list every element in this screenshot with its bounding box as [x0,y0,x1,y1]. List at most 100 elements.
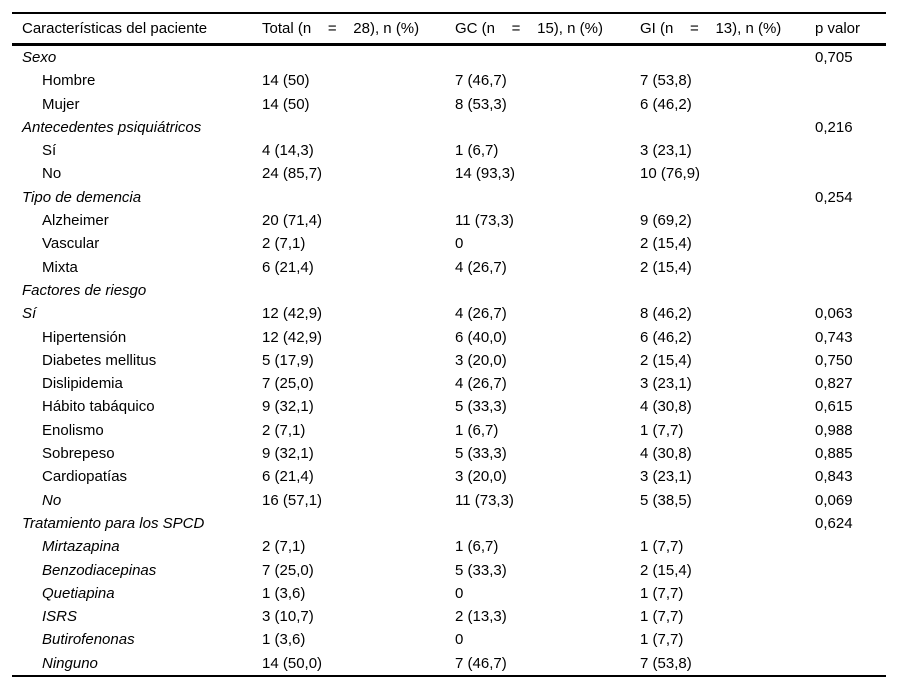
table-row: ISRS 3 (10,7) 2 (13,3) 1 (7,7) [12,605,886,628]
gc-value: 11 (73,3) [455,491,514,509]
row-label: Mirtazapina [42,538,120,556]
row-label: Mixta [42,258,78,276]
row-label: Factores de riesgo [22,281,147,299]
row-label: Diabetes mellitus [42,351,157,369]
total-value: 6 (21,4) [262,468,314,486]
row-label: Hombre [42,72,96,90]
gi-value: 7 (53,8) [640,654,692,672]
p-value: 0,216 [815,118,853,136]
row-label: ISRS [42,608,78,626]
gc-value: 6 (40,0) [455,328,507,346]
total-value: 4 (14,3) [262,142,314,160]
p-value: 0,743 [815,328,853,346]
gc-value: 7 (46,7) [455,654,507,672]
row-label: Butirofenonas [42,631,135,649]
table-row: Vascular 2 (7,1) 0 2 (15,4) [12,232,886,255]
gc-value: 5 (33,3) [455,445,507,463]
p-value: 0,069 [815,491,853,509]
row-label: Benzodiacepinas [42,561,157,579]
table-row: Mirtazapina 2 (7,1) 1 (6,7) 1 (7,7) [12,535,886,558]
gi-value: 6 (46,2) [640,95,692,113]
table-row: Tipo de demencia 0,254 [12,186,886,209]
table-row: Hábito tabáquico 9 (32,1) 5 (33,3) 4 (30… [12,395,886,418]
gc-value: 1 (6,7) [455,142,499,160]
gi-value: 3 (23,1) [640,468,692,486]
gc-value: 0 [455,584,464,602]
total-value: 12 (42,9) [262,305,323,323]
p-value: 0,615 [815,398,853,416]
total-value: 5 (17,9) [262,351,314,369]
total-value: 1 (3,6) [262,584,306,602]
gi-value: 1 (7,7) [640,584,684,602]
total-value: 14 (50) [262,95,310,113]
gc-value: 1 (6,7) [455,538,499,556]
p-value: 0,843 [815,468,853,486]
table-row: No 24 (85,7) 14 (93,3) 10 (76,9) [12,162,886,185]
total-value: 2 (7,1) [262,235,306,253]
table-row: No 16 (57,1) 11 (73,3) 5 (38,5) 0,069 [12,489,886,512]
table-row: Mujer 14 (50) 8 (53,3) 6 (46,2) [12,93,886,116]
patient-characteristics-table: Características del paciente Total (n = … [12,12,886,678]
table-row: Hipertensión 12 (42,9) 6 (40,0) 6 (46,2)… [12,326,886,349]
table-body: Sexo 0,705 Hombre 14 (50) 7 (46,7) 7 (53… [12,46,886,675]
total-value: 9 (32,1) [262,445,314,463]
table-row: Alzheimer 20 (71,4) 11 (73,3) 9 (69,2) [12,209,886,232]
row-label: Cardiopatías [42,468,128,486]
total-value: 9 (32,1) [262,398,314,416]
header-characteristics: Características del paciente [22,20,208,37]
row-label: Antecedentes psiquiátricos [22,118,202,136]
table-row: Ninguno 14 (50,0) 7 (46,7) 7 (53,8) [12,652,886,675]
gi-value: 10 (76,9) [640,165,701,183]
gi-value: 9 (69,2) [640,212,692,230]
gi-value: 4 (30,8) [640,398,692,416]
table-row: Dislipidemia 7 (25,0) 4 (26,7) 3 (23,1) … [12,372,886,395]
row-label: Hipertensión [42,328,127,346]
gi-value: 4 (30,8) [640,445,692,463]
gc-value: 3 (20,0) [455,468,507,486]
table-row: Factores de riesgo [12,279,886,302]
gc-value: 4 (26,7) [455,375,507,393]
table-row: Tratamiento para los SPCD 0,624 [12,512,886,535]
gi-value: 2 (15,4) [640,561,692,579]
total-value: 1 (3,6) [262,631,306,649]
p-value: 0,705 [815,49,853,66]
row-label: No [42,491,62,509]
table-row: Benzodiacepinas 7 (25,0) 5 (33,3) 2 (15,… [12,559,886,582]
p-value: 0,827 [815,375,853,393]
gc-value: 14 (93,3) [455,165,516,183]
gi-value: 1 (7,7) [640,608,684,626]
row-label: Quetiapina [42,584,115,602]
gc-value: 11 (73,3) [455,212,514,230]
gc-value: 2 (13,3) [455,608,507,626]
table-row: Sí 4 (14,3) 1 (6,7) 3 (23,1) [12,139,886,162]
table-header-row: Características del paciente Total (n = … [12,14,886,43]
p-value: 0,063 [815,305,853,323]
total-value: 2 (7,1) [262,538,306,556]
row-label: Sexo [22,49,57,66]
table-header-rule [12,43,886,46]
gc-value: 3 (20,0) [455,351,507,369]
row-label: Tratamiento para los SPCD [22,514,205,532]
table-row: Diabetes mellitus 5 (17,9) 3 (20,0) 2 (1… [12,349,886,372]
header-gc: GC (n = 15), n (%) [455,20,603,37]
table-row: Quetiapina 1 (3,6) 0 1 (7,7) [12,582,886,605]
table-row: Sí 12 (42,9) 4 (26,7) 8 (46,2) 0,063 [12,302,886,325]
table-bottom-rule [12,675,886,678]
gc-value: 0 [455,235,464,253]
gc-value: 5 (33,3) [455,398,507,416]
gi-value: 2 (15,4) [640,235,692,253]
gi-value: 5 (38,5) [640,491,692,509]
gi-value: 2 (15,4) [640,351,692,369]
table-row: Cardiopatías 6 (21,4) 3 (20,0) 3 (23,1) … [12,465,886,488]
row-label: Sí [42,142,57,160]
total-value: 12 (42,9) [262,328,323,346]
row-label: Vascular [42,235,100,253]
row-label: Dislipidemia [42,375,123,393]
p-value: 0,885 [815,445,853,463]
gi-value: 1 (7,7) [640,538,684,556]
gc-value: 0 [455,631,464,649]
gi-value: 6 (46,2) [640,328,692,346]
row-label: Ninguno [42,654,98,672]
gi-value: 8 (46,2) [640,305,692,323]
gi-value: 1 (7,7) [640,631,684,649]
